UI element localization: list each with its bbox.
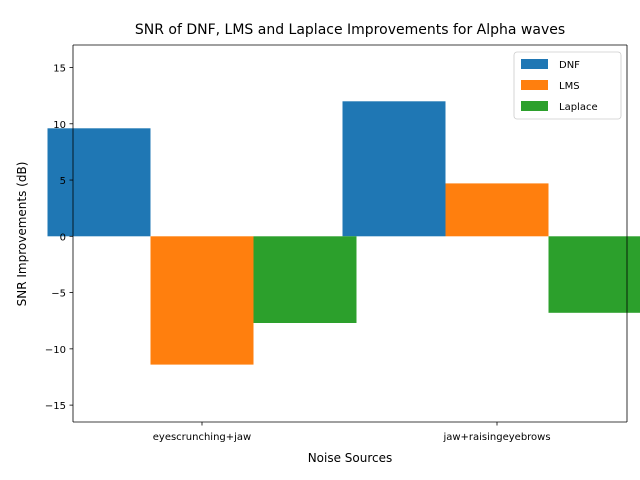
y-tick-label: −10 [45, 345, 66, 356]
bar-laplace-2 [548, 236, 640, 313]
legend: DNF LMS Laplace [513, 51, 622, 120]
axes: −15 −10 −5 0 5 10 15 eyescrunching+jaw jaw+raisi… [45, 44, 628, 443]
chart-title: SNR of DNF, LMS and Laplace Improvements… [135, 22, 565, 38]
x-tick-label: eyescrunching+jaw [153, 432, 251, 443]
bar-lms-2 [445, 183, 549, 237]
legend-swatch-lms [521, 80, 548, 90]
bar-laplace-1 [253, 236, 357, 323]
y-tick-label: 10 [53, 120, 66, 131]
bars [47, 101, 640, 365]
legend-swatch-dnf [521, 59, 548, 69]
legend-swatch-laplace [521, 101, 548, 111]
bar-dnf-2 [342, 101, 446, 237]
y-tick-label: 0 [60, 232, 66, 243]
y-tick-label: 5 [60, 176, 66, 187]
y-tick-label: −15 [45, 401, 66, 412]
legend-label-laplace: Laplace [559, 102, 598, 113]
y-axis-label: SNR Improvements (dB) [15, 162, 29, 307]
bar-lms-1 [150, 236, 254, 365]
bar-dnf-1 [47, 128, 151, 237]
y-tick-label: 15 [53, 64, 66, 75]
x-tick-label: jaw+raisingeyebrows [442, 432, 550, 443]
legend-label-dnf: DNF [559, 60, 580, 71]
legend-label-lms: LMS [559, 81, 580, 92]
x-axis-label: Noise Sources [308, 451, 393, 465]
y-tick-label: −5 [51, 289, 66, 300]
